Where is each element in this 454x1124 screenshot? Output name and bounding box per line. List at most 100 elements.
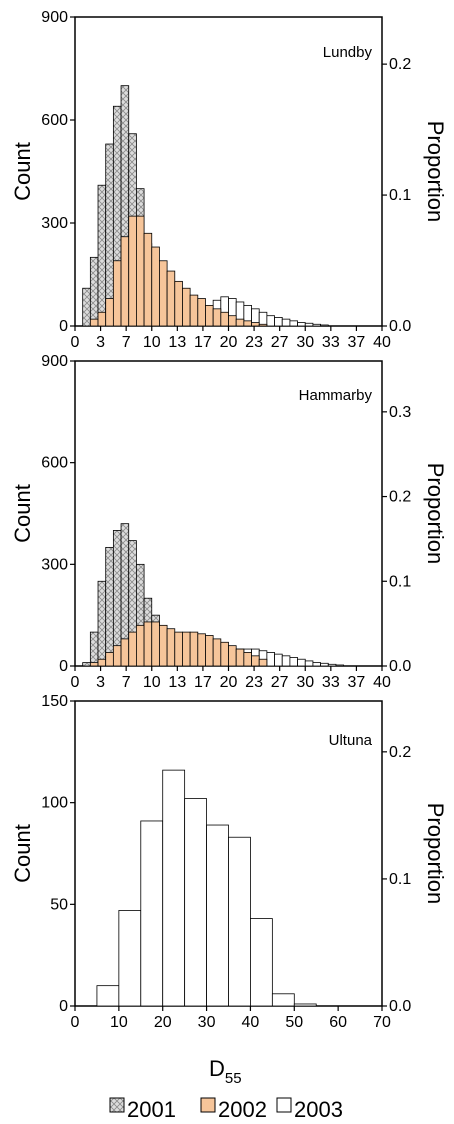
x-tick-label: 13 xyxy=(168,334,186,351)
legend-item-2001: 2001 xyxy=(109,1097,176,1122)
bar-2002 xyxy=(89,318,99,327)
bar-2003 xyxy=(228,836,251,1007)
bar-2002 xyxy=(159,624,168,667)
y2-tick-label: 0.1 xyxy=(389,573,411,590)
y2-tick-label: 0.3 xyxy=(389,404,411,421)
x-tick-label: 27 xyxy=(271,334,289,351)
bar-2002 xyxy=(151,621,160,667)
bar-2003 xyxy=(274,317,283,327)
x-axis-label: D55 xyxy=(209,1056,242,1087)
x-tick-label: 30 xyxy=(296,334,314,351)
x-tick-label: 40 xyxy=(373,674,391,691)
y-tick-label: 0 xyxy=(59,998,68,1015)
panels-group: 0 3 7 10 13 17 20 23 27 30 33 37 4003006009000.00.10… xyxy=(10,9,448,1031)
bar-2003 xyxy=(304,322,314,327)
x-tick-label: 70 xyxy=(373,1014,391,1031)
bar-2002 xyxy=(189,631,199,667)
bar-2002 xyxy=(235,318,245,327)
y-tick-label: 150 xyxy=(41,693,68,710)
bar-2003 xyxy=(312,323,321,327)
y-tick-label: 600 xyxy=(41,455,68,472)
bar-2002 xyxy=(151,246,160,327)
y2-tick-label: 0.1 xyxy=(389,187,411,204)
x-tick-label: 20 xyxy=(154,1014,172,1031)
bar-2003 xyxy=(327,663,337,667)
panel-lundby: 0 3 7 10 13 17 20 23 27 30 33 37 4003006009000.00.10… xyxy=(10,9,448,351)
x-tick-label: 23 xyxy=(245,674,263,691)
y2-tick-label: 0.2 xyxy=(389,744,411,761)
bar-2003 xyxy=(320,324,329,327)
bar-2003 xyxy=(266,315,275,327)
bar-2002 xyxy=(166,628,176,667)
bar-2003 xyxy=(96,985,120,1007)
bar-2002 xyxy=(105,298,114,327)
x-tick-label: 20 xyxy=(220,334,238,351)
bar-2001 xyxy=(105,546,114,667)
y2-axis-label: Proportion xyxy=(423,121,448,223)
x-tick-label: 50 xyxy=(285,1014,303,1031)
x-tick-label: 3 xyxy=(96,674,105,691)
bar-2003 xyxy=(162,769,186,1007)
bar-2003 xyxy=(118,910,142,1007)
legend-label-2003: 2003 xyxy=(294,1097,343,1122)
bar-2002 xyxy=(135,624,145,667)
bar-2002 xyxy=(205,635,214,667)
site-label: Hammarby xyxy=(299,387,373,404)
y-tick-label: 900 xyxy=(41,9,68,26)
legend-label-2001: 2001 xyxy=(127,1097,176,1122)
legend-swatch-2003 xyxy=(276,1097,292,1113)
bar-2002 xyxy=(243,652,252,667)
y-tick-label: 0 xyxy=(59,318,68,335)
bar-2002 xyxy=(212,638,222,667)
bar-2002 xyxy=(182,631,191,667)
bar-2003 xyxy=(297,322,306,327)
y2-tick-label: 0.2 xyxy=(389,489,411,506)
x-tick-label: 20 xyxy=(220,674,238,691)
bar-2002 xyxy=(220,311,229,327)
bar-2002 xyxy=(97,658,107,667)
y-tick-label: 300 xyxy=(41,215,68,232)
y-tick-label: 900 xyxy=(41,353,68,370)
series-2003 xyxy=(96,769,317,1007)
legend-label-2002: 2002 xyxy=(218,1097,267,1122)
bar-2002 xyxy=(205,304,214,327)
bar-2002 xyxy=(135,215,145,327)
bar-2002 xyxy=(174,631,183,667)
y2-tick-label: 0.1 xyxy=(389,871,411,888)
y2-tick-label: 0.0 xyxy=(389,658,411,675)
bar-2001 xyxy=(97,184,107,327)
x-axis-label-main: D xyxy=(209,1056,225,1081)
x-tick-label: 0 xyxy=(71,334,80,351)
bar-2003 xyxy=(289,657,298,667)
bar-2003 xyxy=(297,658,306,667)
bar-2002 xyxy=(120,638,130,667)
bar-2003 xyxy=(312,662,321,667)
bar-2003 xyxy=(281,655,291,667)
bar-2002 xyxy=(143,621,153,667)
legend-swatch-2001 xyxy=(109,1097,125,1113)
x-tick-label: 30 xyxy=(198,1014,216,1031)
bar-2003 xyxy=(293,1003,317,1007)
site-label: Lundby xyxy=(323,44,373,61)
bar-2003 xyxy=(320,662,329,667)
bar-2002 xyxy=(212,308,222,327)
series-2002 xyxy=(89,621,268,667)
x-tick-label: 40 xyxy=(373,334,391,351)
bar-2002 xyxy=(251,322,260,327)
bar-2002 xyxy=(258,323,268,327)
series-2002 xyxy=(89,215,268,327)
bar-2003 xyxy=(281,318,291,327)
bar-2002 xyxy=(235,648,245,667)
x-tick-label: 23 xyxy=(245,334,263,351)
legend-item-2003: 2003 xyxy=(276,1097,343,1122)
x-tick-label: 0 xyxy=(71,1014,80,1031)
x-tick-label: 37 xyxy=(348,334,366,351)
bar-2002 xyxy=(258,658,268,667)
bar-2003 xyxy=(184,798,207,1007)
y-tick-label: 300 xyxy=(41,556,68,573)
y-tick-label: 600 xyxy=(41,112,68,129)
y-tick-label: 0 xyxy=(59,658,68,675)
y-tick-label: 50 xyxy=(50,896,68,913)
y-axis-label: Count xyxy=(10,484,35,543)
